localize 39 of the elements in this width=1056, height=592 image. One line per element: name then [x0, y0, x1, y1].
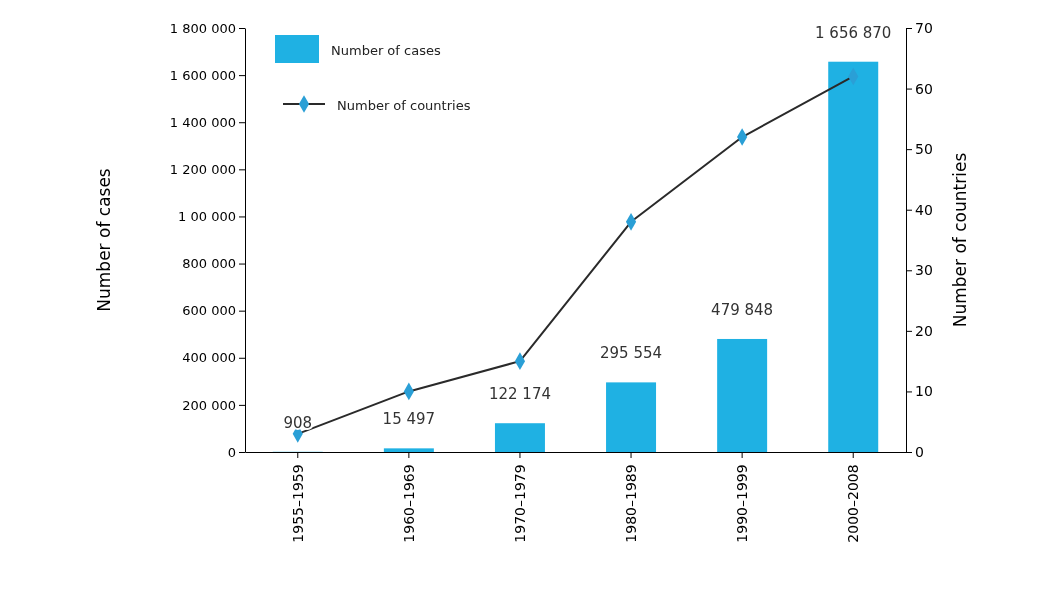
x-tick-label: 1990–1999 [734, 464, 751, 543]
y-tick-label: 0 [227, 444, 236, 460]
bar [606, 382, 657, 452]
data-label: 122 174 [488, 385, 551, 404]
y-tick-label: 1 200 000 [169, 161, 236, 177]
x-tick-label: 1980–1989 [622, 464, 639, 543]
y2-tick-label: 70 [915, 19, 933, 36]
y2-tick-label: 50 [915, 141, 933, 158]
x-tick-label: 1955–1959 [289, 464, 306, 543]
legend-label: Number of countries [337, 98, 471, 113]
y-tick-label: 800 000 [182, 256, 236, 272]
data-label: 295 554 [600, 344, 663, 363]
data-label: 908 [283, 413, 313, 432]
data-label: 15 497 [382, 410, 436, 429]
y2-tick-label: 30 [915, 262, 933, 279]
x-tick-label: 1960–1969 [400, 464, 417, 543]
data-label: 1 656 870 [815, 23, 892, 42]
bar [383, 448, 434, 452]
y-tick-label: 200 000 [182, 397, 236, 413]
y2-tick-label: 10 [915, 383, 933, 400]
x-tick-label: 2000–2008 [845, 464, 862, 543]
x-tick-label: 1970–1979 [511, 464, 528, 543]
y-tick-label: 400 000 [182, 350, 236, 366]
y-tick-label: 600 000 [182, 303, 236, 319]
y-tick-label: 1 00 000 [178, 209, 236, 225]
y-tick-label: 1 400 000 [169, 114, 236, 130]
bar [717, 338, 768, 452]
y-tick-label: 1 800 000 [169, 20, 236, 36]
bar [494, 423, 545, 452]
bar [828, 61, 879, 452]
y-tick-label: 1 600 000 [169, 67, 236, 83]
y2-tick-label: 0 [915, 443, 924, 460]
y2-axis-title: Number of countries [950, 152, 970, 328]
y2-tick-label: 40 [915, 201, 933, 218]
y2-tick-label: 60 [915, 80, 933, 97]
legend-label: Number of cases [331, 43, 441, 58]
y-axis-title: Number of cases [94, 168, 114, 312]
data-label: 479 848 [711, 300, 774, 319]
y2-tick-label: 20 [915, 322, 933, 339]
